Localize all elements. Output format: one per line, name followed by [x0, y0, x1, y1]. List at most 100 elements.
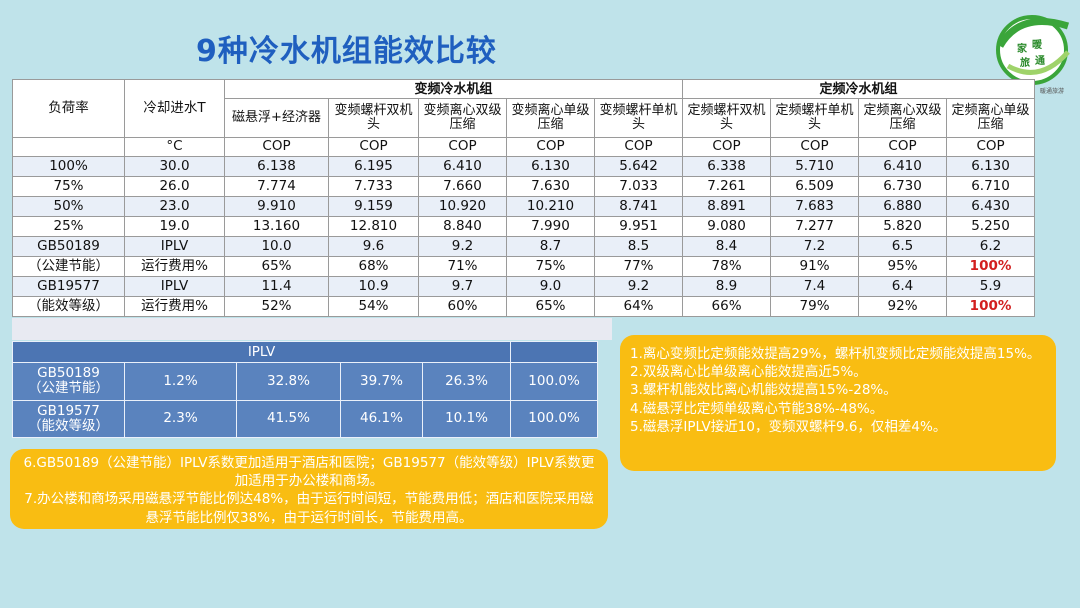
cell: 8.7 [506, 236, 595, 257]
type-header: 变频螺杆双机头 [328, 98, 419, 138]
row-sub: 26.0 [124, 176, 225, 197]
summary-cell: 1.2% [124, 362, 237, 401]
type-header: 变频离心单级压缩 [506, 98, 595, 138]
cell: 64% [593, 296, 684, 317]
row-label: （能效等级） [12, 296, 125, 317]
cell: 9.2 [593, 276, 684, 297]
type-header: 定频离心单级压缩 [946, 98, 1036, 138]
cell: 9.6 [328, 236, 419, 257]
cell: 5.642 [593, 156, 684, 177]
cell: 10.920 [418, 196, 507, 217]
cell: 66% [682, 296, 772, 317]
page-title: 9种冷水机组能效比较 [196, 34, 497, 69]
summary-cell: 46.1% [340, 399, 423, 438]
summary-header-blank [510, 341, 599, 363]
cell: 65% [506, 296, 595, 317]
summary-cell: 41.5% [236, 399, 341, 438]
cell: 8.5 [593, 236, 684, 257]
cell: 11.4 [224, 276, 329, 297]
cell: 54% [328, 296, 419, 317]
efficiency-table: 负荷率 冷却进水T 变频冷水机组 定频冷水机组 磁悬浮+经济器 变频螺杆双机头 … [12, 79, 1036, 317]
table-row: （能效等级） 运行费用% 52% 54% 60% 65% 64% 66% 79%… [12, 296, 1036, 317]
type-header: 定频离心双级压缩 [858, 98, 948, 138]
header-load-rate: 负荷率 [12, 79, 125, 138]
summary-cell: 32.8% [236, 362, 341, 401]
summary-cell: 2.3% [124, 399, 237, 438]
table-row: GB50189 IPLV 10.0 9.6 9.2 8.7 8.5 8.4 7.… [12, 236, 1036, 257]
cell: 7.033 [593, 176, 684, 197]
divider-strip [12, 318, 612, 340]
summary-cell: 100.0% [510, 362, 599, 401]
cell: 6.2 [946, 236, 1036, 257]
type-header: 磁悬浮+经济器 [224, 98, 329, 138]
cell: 6.130 [506, 156, 595, 177]
cell: 7.990 [506, 216, 595, 237]
unit-cell: COP [328, 137, 419, 157]
cell: 12.810 [328, 216, 419, 237]
summary-row-label: GB50189 （公建节能） [12, 362, 125, 401]
header-cooling-temp: 冷却进水T [124, 79, 225, 138]
conclusions-box: 1.离心变频比定频能效提高29%，螺杆机变频比定频能效提高15%。 2.双级离心… [620, 335, 1056, 471]
note-line: 4.磁悬浮比定频单级离心节能38%-48%。 [630, 400, 884, 417]
cell: 6.338 [682, 156, 772, 177]
table-row: GB50189 （公建节能） 1.2% 32.8% 39.7% 26.3% 100… [12, 362, 599, 401]
table-row: （公建节能） 运行费用% 65% 68% 71% 75% 77% 78% 91%… [12, 256, 1036, 277]
cell: 10.0 [224, 236, 329, 257]
cell: 6.195 [328, 156, 419, 177]
row-sub: 运行费用% [124, 296, 225, 317]
cell: 9.080 [682, 216, 772, 237]
table-row: GB19577 （能效等级） 2.3% 41.5% 46.1% 10.1% 100… [12, 399, 599, 438]
cell: 71% [418, 256, 507, 277]
cell: 5.250 [946, 216, 1036, 237]
row-label: 50% [12, 196, 125, 217]
cell: 7.277 [770, 216, 860, 237]
cell: 9.2 [418, 236, 507, 257]
unit-cell: COP [506, 137, 595, 157]
logo-caption: 暖通旅游 [1040, 88, 1065, 95]
cell: 6.730 [858, 176, 948, 197]
cell: 6.410 [858, 156, 948, 177]
note-line: 6.GB50189（公建节能）IPLV系数更加适用于酒店和医院；GB19577（… [23, 455, 595, 490]
iplv-summary-table: IPLV GB50189 （公建节能） 1.2% 32.8% 39.7% 26.3… [11, 341, 599, 438]
summary-header: IPLV [11, 341, 512, 363]
logo-char-3: 旅 [1020, 58, 1030, 69]
summary-cell: 26.3% [421, 362, 512, 401]
cell: 7.2 [770, 236, 860, 257]
table-row: 50% 23.0 9.910 9.159 10.920 10.210 8.741… [12, 196, 1036, 217]
cell: 79% [770, 296, 860, 317]
unit-cell: °C [124, 137, 225, 157]
cell: 5.820 [858, 216, 948, 237]
cell-highlight: 100% [946, 296, 1036, 317]
application-notes-box: 6.GB50189（公建节能）IPLV系数更加适用于酒店和医院；GB19577（… [10, 449, 608, 529]
logo-char-4: 通 [1035, 56, 1045, 67]
table-row: 75% 26.0 7.774 7.733 7.660 7.630 7.033 7… [12, 176, 1036, 197]
row-label: 75% [12, 176, 125, 197]
row-sub: 23.0 [124, 196, 225, 217]
logo-char-1: 家 [1017, 44, 1027, 55]
logo-char-2: 暖 [1032, 40, 1042, 51]
unit-cell: COP [224, 137, 329, 157]
cell: 75% [506, 256, 595, 277]
note-line: 2.双级离心比单级离心能效提高近5%。 [630, 364, 867, 381]
cell: 68% [328, 256, 419, 277]
unit-cell: COP [858, 137, 948, 157]
cell: 9.951 [593, 216, 684, 237]
cell: 10.210 [506, 196, 595, 217]
cell: 6.710 [946, 176, 1036, 197]
row-sub: IPLV [124, 276, 225, 297]
cell: 7.774 [224, 176, 329, 197]
cell: 9.0 [506, 276, 595, 297]
cell: 78% [682, 256, 772, 277]
cell: 7.683 [770, 196, 860, 217]
summary-cell: 10.1% [421, 399, 512, 438]
unit-cell: COP [593, 137, 684, 157]
cell: 95% [858, 256, 948, 277]
summary-cell: 100.0% [510, 399, 599, 438]
cell: 7.733 [328, 176, 419, 197]
cell: 6.138 [224, 156, 329, 177]
cell: 6.410 [418, 156, 507, 177]
cell: 6.880 [858, 196, 948, 217]
cell: 8.9 [682, 276, 772, 297]
row-label: GB50189 [12, 236, 125, 257]
cell-highlight: 100% [946, 256, 1036, 277]
